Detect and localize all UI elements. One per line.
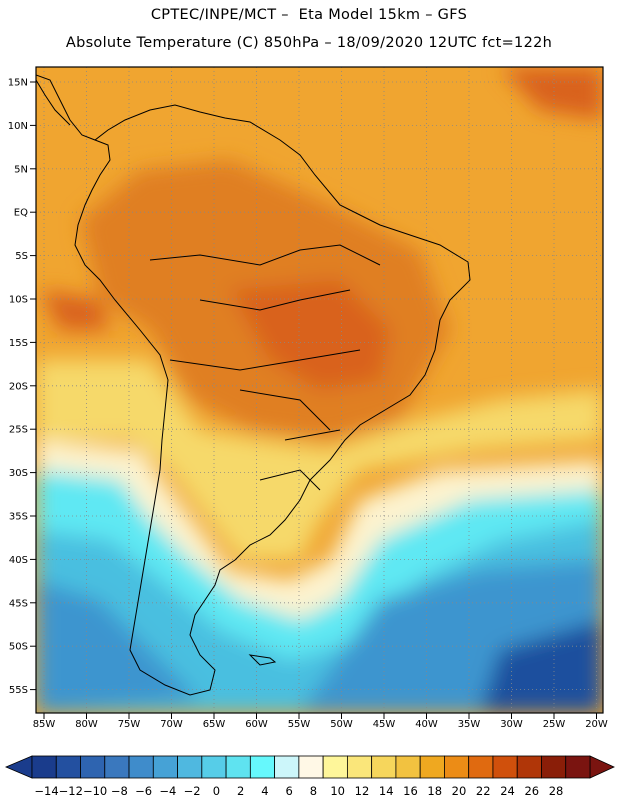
lon-label: 75W — [118, 719, 141, 730]
colorbar-swatch — [152, 755, 178, 779]
colorbar-swatch — [322, 755, 348, 779]
lon-label: 35W — [458, 719, 481, 730]
lat-label: 20S — [9, 381, 28, 392]
colorbar-label: 6 — [286, 784, 293, 798]
colorbar-arrow-left — [4, 755, 33, 779]
lon-label: 85W — [33, 719, 56, 730]
temperature-field — [36, 67, 603, 713]
colorbar-swatch — [371, 755, 397, 779]
colorbar-swatch — [395, 755, 421, 779]
colorbar-label: 28 — [549, 784, 564, 798]
lat-label: EQ — [14, 208, 28, 219]
colorbar-label: −8 — [111, 784, 128, 798]
colorbar-label: 12 — [355, 784, 370, 798]
map-title-line1: CPTEC/INPE/MCT – Eta Model 15km – GFS — [150, 7, 468, 23]
lon-label: 50W — [330, 719, 353, 730]
colorbar-label: 4 — [261, 784, 268, 798]
lon-label: 30W — [500, 719, 523, 730]
colorbar-label: 14 — [379, 784, 394, 798]
colorbar-swatch — [298, 755, 324, 779]
colorbar-swatch — [346, 755, 373, 779]
lon-label: 65W — [203, 719, 226, 730]
colorbar-label: 8 — [310, 784, 317, 798]
colorbar-label: 22 — [476, 784, 491, 798]
colorbar-swatch — [225, 755, 251, 779]
colorbar-labels: −14 −12 −10 −8 −6 −4 −2 0 2 4 6 8 10 12 14 16 18 20 22 24 26… — [34, 784, 563, 798]
lon-label: 60W — [245, 719, 268, 730]
lat-label: 10S — [9, 295, 28, 306]
colorbar-label: −4 — [159, 784, 176, 798]
colorbar-swatch — [80, 755, 106, 779]
lon-label: 70W — [160, 719, 183, 730]
colorbar-swatch — [565, 755, 591, 779]
pale-band — [36, 440, 603, 620]
lat-label: 35S — [9, 512, 28, 523]
lon-label: 45W — [373, 719, 396, 730]
yellow-band — [36, 360, 603, 560]
lat-label: 40S — [9, 555, 28, 566]
lon-label: 55W — [288, 719, 311, 730]
colorbar-label: −10 — [83, 784, 107, 798]
colorbar-swatch — [419, 755, 445, 779]
colorbar-label: −2 — [184, 784, 201, 798]
lat-label: 5S — [15, 251, 28, 262]
cyan-band — [36, 470, 603, 660]
central-america-coast — [36, 79, 71, 126]
colorbar-label: −6 — [135, 784, 152, 798]
colorbar-label: 18 — [427, 784, 442, 798]
lat-label: 15S — [9, 338, 28, 349]
map-frame — [35, 66, 604, 714]
colorbar-swatch — [468, 755, 494, 779]
colorbar-label: −14 — [34, 784, 58, 798]
lat-label: 55S — [9, 685, 28, 696]
colorbar-swatch — [444, 755, 470, 779]
lon-label: 80W — [75, 719, 98, 730]
coastlines — [36, 74, 471, 696]
colorbar-label: 26 — [524, 784, 539, 798]
lat-lon-grid — [36, 67, 603, 713]
colorbar-arrow-right — [589, 755, 615, 779]
colorbar-swatch — [104, 755, 130, 779]
latitude-labels: 15N 10N 5N EQ 5S 10S 15S 20S 25S 30S 35S 40S 45S 50S 5… — [8, 78, 36, 696]
colorbar-label: 24 — [500, 784, 515, 798]
longitude-labels: 85W 80W 75W 70W 65W 60W 55W 50W 45W 40W 35W 30W 25W 2… — [33, 713, 608, 730]
lat-label: 30S — [9, 468, 28, 479]
colorbar-swatch — [31, 755, 57, 779]
map-title-line2: Absolute Temperature (C) 850hPa – 18/09/… — [65, 35, 553, 51]
lon-label: 40W — [415, 719, 438, 730]
colorbar-swatch — [55, 755, 81, 779]
blue-region-sw — [36, 580, 200, 713]
lat-label: 45S — [9, 598, 28, 609]
lon-label: 20W — [585, 719, 608, 730]
colorbar-swatch — [274, 755, 300, 779]
colorbar-label: 0 — [213, 784, 220, 798]
colorbar-swatch — [492, 755, 518, 779]
south-america-coast — [36, 74, 471, 696]
colorbar-swatch — [249, 755, 276, 779]
falkland-islands — [248, 654, 277, 666]
colorbar-label: 10 — [330, 784, 345, 798]
lat-label: 25S — [9, 425, 28, 436]
colorbar-swatch — [128, 755, 154, 779]
hot-region-atlantic — [500, 67, 603, 120]
colorbar-label: 2 — [237, 784, 244, 798]
lon-label: 25W — [543, 719, 566, 730]
colorbar-swatch — [516, 755, 542, 779]
colorbar-swatch — [201, 755, 227, 779]
colorbar-swatch — [177, 755, 203, 779]
colorbar-swatch — [541, 755, 567, 779]
colorbar-label: −12 — [59, 784, 83, 798]
colorbar — [4, 755, 615, 779]
lat-label: 10N — [8, 121, 28, 132]
lat-label: 50S — [9, 642, 28, 653]
hot-region-pacific — [40, 290, 110, 330]
lat-label: 15N — [8, 78, 28, 89]
colorbar-label: 20 — [452, 784, 467, 798]
political-borders — [149, 244, 381, 491]
colorbar-label: 16 — [403, 784, 418, 798]
lat-label: 5N — [14, 164, 28, 175]
